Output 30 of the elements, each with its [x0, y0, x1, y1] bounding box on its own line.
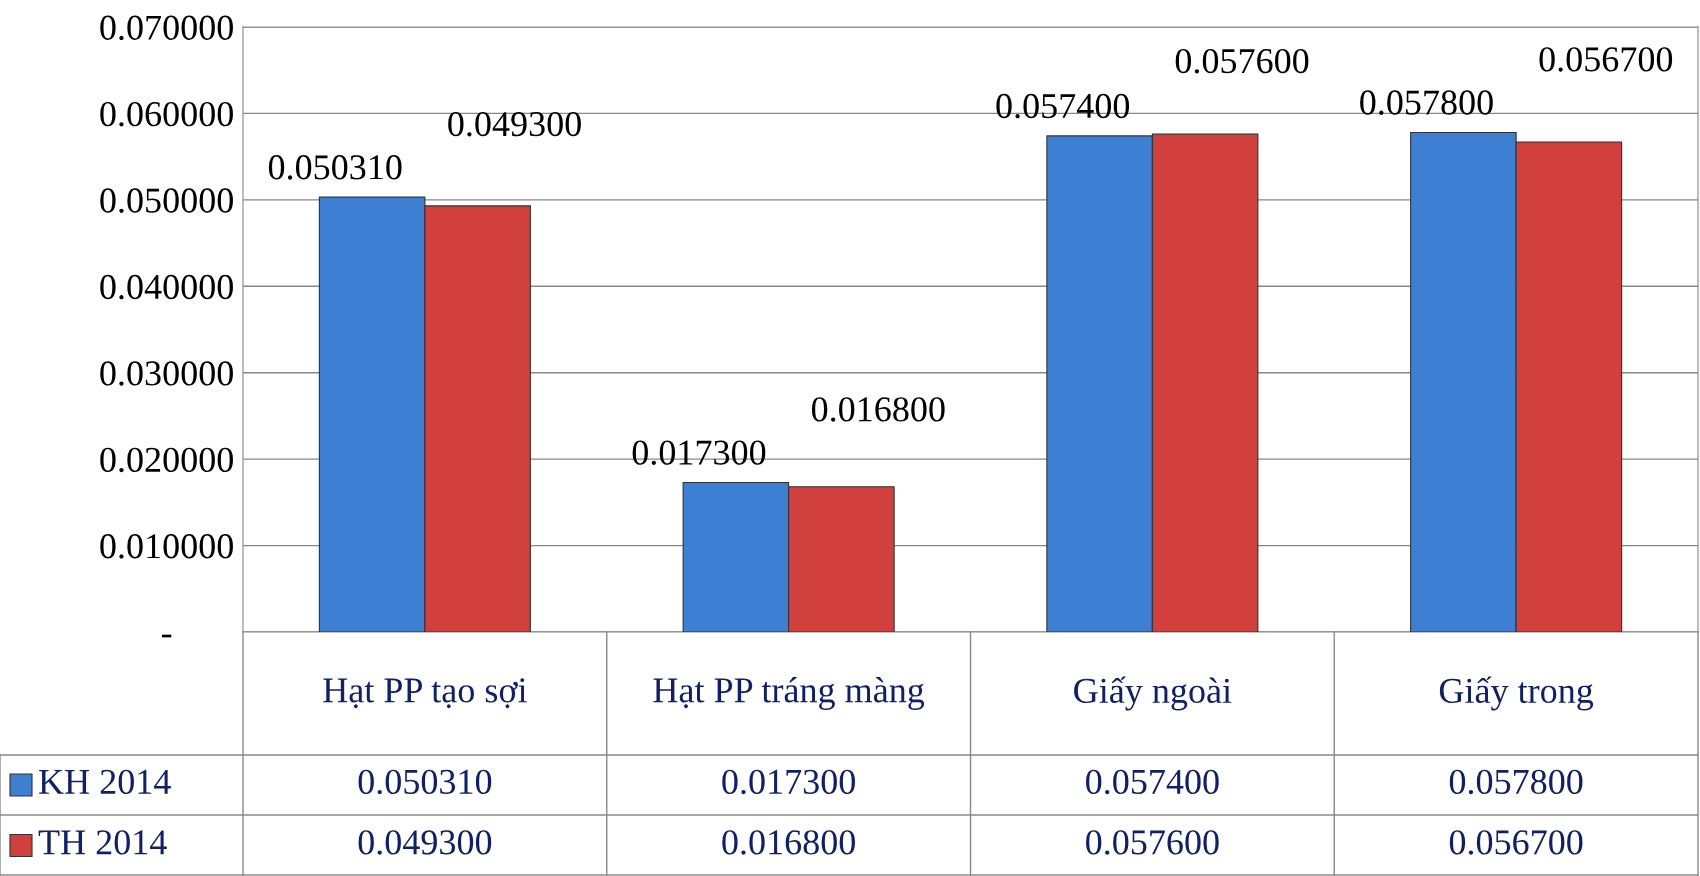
data-label: 0.017300 — [722, 769, 855, 795]
text: 0.049300 — [448, 111, 581, 137]
text: 0.056700 — [1539, 47, 1673, 72]
data-label: 0.057600 — [1086, 830, 1219, 855]
x-tick-label: Giấy ngoài — [1074, 676, 1232, 711]
x-tick-label: Giấy trong — [1439, 676, 1594, 711]
data-label: 0.057400 — [1086, 769, 1219, 795]
data-label: 0.049300 — [358, 830, 492, 855]
data-label: 0.050310 — [358, 769, 492, 795]
y-tick-label: 0.040000 — [100, 274, 233, 300]
legend-label: KH 2014 — [39, 769, 171, 795]
y-tick-label: 0.070000 — [100, 15, 233, 41]
y-tick-label: - — [161, 634, 172, 638]
y-tick-label: 0.030000 — [100, 361, 233, 386]
legend-label: TH 2014 — [38, 830, 167, 855]
text: 0.057800 — [1360, 90, 1493, 115]
y-tick-label: 0.010000 — [100, 534, 233, 559]
text: 0.016800 — [811, 397, 945, 422]
text: 0.050310 — [268, 155, 402, 180]
y-tick-label: 0.050000 — [100, 188, 233, 213]
y-tick-label: 0.020000 — [100, 447, 233, 473]
text: 0.057600 — [1175, 48, 1309, 74]
data-label: 0.057800 — [1449, 769, 1583, 795]
y-tick-label: 0.060000 — [100, 101, 233, 127]
data-label: 0.016800 — [722, 830, 855, 855]
x-tick-label: Hạt PP tạo sợi — [323, 678, 527, 709]
text: 0.017300 — [632, 440, 766, 465]
x-tick-label: Hạt PP tráng màng — [653, 677, 925, 710]
data-label: 0.056700 — [1449, 830, 1583, 855]
text: 0.057400 — [996, 93, 1130, 119]
